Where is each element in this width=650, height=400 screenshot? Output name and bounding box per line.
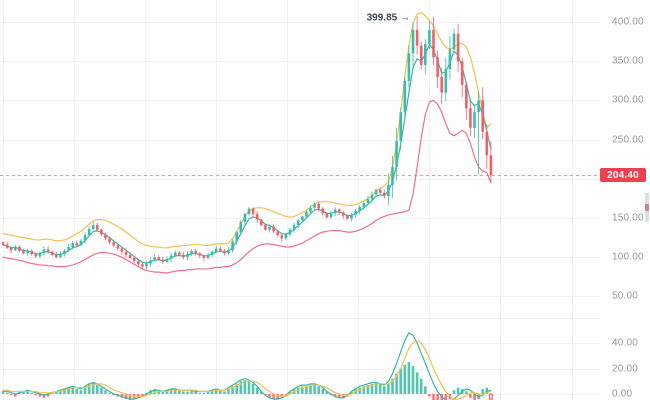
price-axis[interactable]: 400.00 350.00 300.00 250.00 150.00 100.00 50.0… — [600, 0, 650, 400]
axis-tick-label: 0.00 — [612, 388, 633, 400]
scrollbar-position-marker — [645, 204, 649, 211]
high-price-annotation: 399.85 → — [366, 12, 410, 24]
axis-tick-label: 150.00 — [612, 212, 644, 224]
axis-tick-label: 400.00 — [612, 16, 644, 28]
axis-tick-label: 250.00 — [612, 134, 644, 146]
last-price-badge: 204.40 — [600, 168, 646, 183]
axis-tick-label: 350.00 — [612, 55, 644, 67]
axis-tick-label: 40.00 — [612, 337, 639, 349]
axis-tick-label: 100.00 — [612, 251, 644, 263]
axis-scrollbar-thumb[interactable] — [645, 193, 649, 222]
axis-tick-label: 300.00 — [612, 94, 644, 106]
axis-tick-label: 50.00 — [612, 290, 639, 302]
axis-tick-label: 20.00 — [612, 363, 639, 374]
